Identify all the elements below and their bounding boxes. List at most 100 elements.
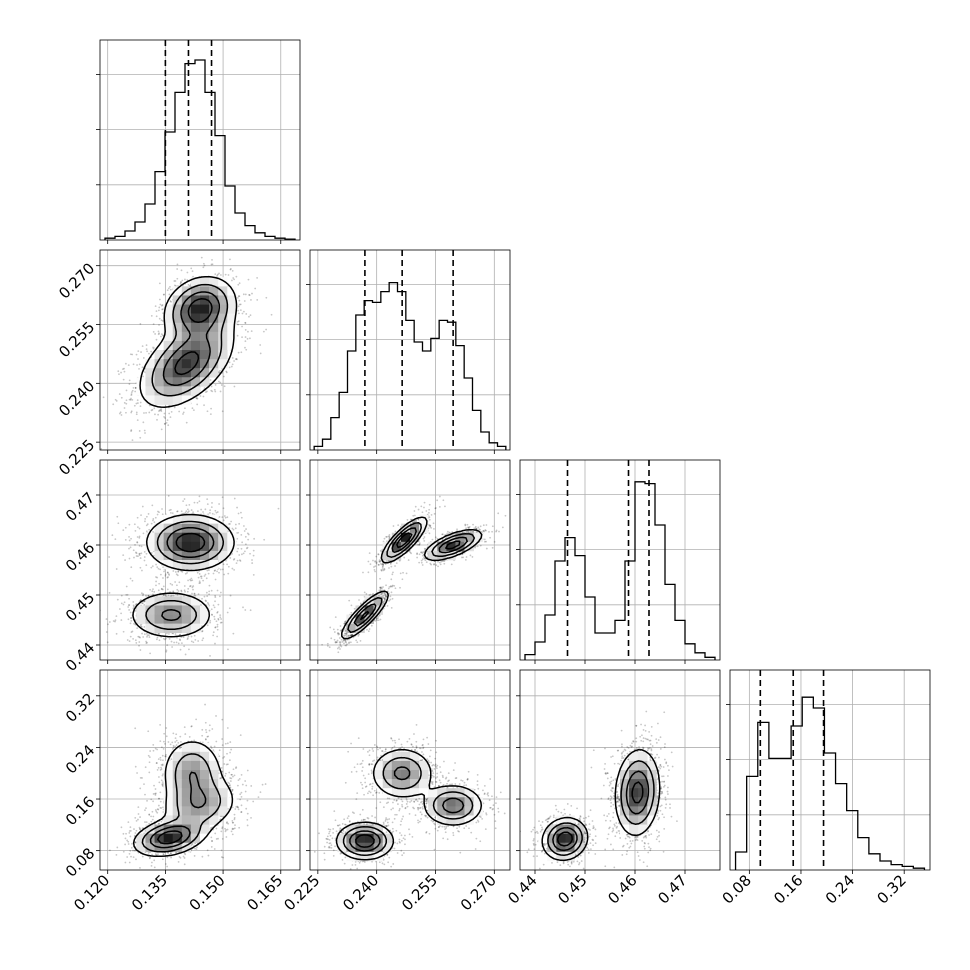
scatter-point	[214, 578, 217, 581]
scatter-point	[233, 497, 236, 500]
scatter-point	[168, 638, 171, 640]
panel-frame	[729, 669, 931, 871]
density-cell	[190, 541, 201, 552]
density-cell	[163, 350, 174, 360]
scatter-point	[102, 396, 105, 399]
scatter-point	[245, 313, 248, 315]
scatter-point	[146, 350, 149, 353]
scatter-point	[222, 563, 225, 566]
scatter-point	[184, 278, 186, 281]
scatter-point	[160, 779, 163, 782]
scatter-point	[162, 312, 164, 315]
scatter-point	[202, 262, 205, 265]
density-cell	[145, 596, 155, 606]
scatter-point	[176, 636, 178, 639]
scatter-point	[148, 411, 151, 414]
scatter-point	[211, 263, 214, 266]
scatter-point	[205, 577, 208, 580]
scatter-point	[242, 552, 245, 555]
scatter-point	[135, 411, 138, 414]
histogram-step	[734, 696, 926, 870]
scatter-point	[132, 386, 135, 389]
scatter-point	[182, 500, 185, 503]
scatter-point	[240, 516, 243, 519]
scatter-point	[167, 594, 170, 597]
scatter-point	[162, 566, 165, 569]
scatter-point	[157, 333, 160, 336]
scatter-point	[203, 264, 206, 267]
scatter-point	[184, 590, 186, 593]
scatter-point	[192, 275, 194, 278]
density-cell	[200, 523, 210, 534]
scatter-point	[170, 758, 173, 761]
density-cell	[181, 304, 192, 314]
scatter-point	[164, 422, 166, 425]
scatter-point	[171, 512, 174, 515]
pair-panel	[100, 250, 300, 450]
scatter-point	[185, 510, 188, 513]
density-cell	[163, 386, 174, 396]
scatter-point	[214, 390, 217, 393]
scatter-point	[156, 769, 159, 771]
density-cell	[190, 560, 201, 570]
density-cell	[145, 395, 155, 405]
scatter-point	[161, 508, 163, 510]
scatter-point	[216, 635, 219, 638]
scatter-point	[169, 288, 172, 291]
scatter-point	[130, 410, 133, 413]
scatter-point	[108, 621, 111, 623]
scatter-point	[206, 410, 209, 413]
density-cell	[172, 560, 183, 570]
histogram-step	[104, 59, 296, 240]
scatter-point	[262, 330, 265, 333]
scatter-point	[190, 509, 193, 511]
scatter-point	[233, 360, 235, 362]
scatter-point	[148, 636, 151, 638]
scatter-point	[224, 273, 227, 276]
scatter-point	[150, 314, 153, 317]
density-cell	[172, 550, 183, 561]
scatter-point	[238, 295, 241, 298]
density-cell	[209, 286, 219, 296]
scatter-point	[126, 593, 129, 596]
density-cell	[154, 550, 164, 561]
density-cell	[145, 614, 155, 624]
density-cell	[163, 377, 174, 387]
scatter-point	[214, 626, 217, 629]
scatter-point	[162, 585, 165, 588]
scatter-point	[231, 552, 233, 555]
scatter-point	[230, 268, 232, 270]
scatter-point	[214, 594, 217, 597]
scatter-point	[169, 511, 172, 514]
scatter-point	[134, 610, 137, 612]
scatter-point	[157, 510, 159, 513]
scatter-point	[183, 585, 186, 587]
scatter-point	[139, 401, 142, 404]
scatter-point	[161, 588, 164, 591]
scatter-point	[217, 603, 220, 606]
scatter-point	[141, 602, 144, 605]
scatter-point	[165, 637, 167, 640]
scatter-point	[118, 373, 120, 376]
scatter-point	[134, 551, 137, 554]
density-cell	[145, 368, 155, 378]
scatter-point	[232, 775, 234, 778]
scatter-point	[210, 385, 213, 388]
density-cell	[145, 605, 155, 615]
scatter-point	[164, 417, 166, 419]
scatter-point	[180, 642, 183, 645]
density-cell	[209, 295, 219, 305]
scatter-point	[140, 552, 143, 555]
scatter-point	[118, 393, 121, 395]
scatter-point	[184, 511, 187, 514]
scatter-point	[201, 734, 204, 737]
density-cell	[200, 322, 210, 333]
scatter-point	[173, 280, 176, 282]
scatter-point	[151, 504, 154, 507]
scatter-point	[248, 293, 250, 296]
scatter-point	[120, 612, 122, 615]
scatter-point	[206, 735, 209, 738]
scatter-point	[166, 576, 169, 579]
density-cell	[190, 514, 201, 524]
scatter-point	[149, 652, 152, 655]
